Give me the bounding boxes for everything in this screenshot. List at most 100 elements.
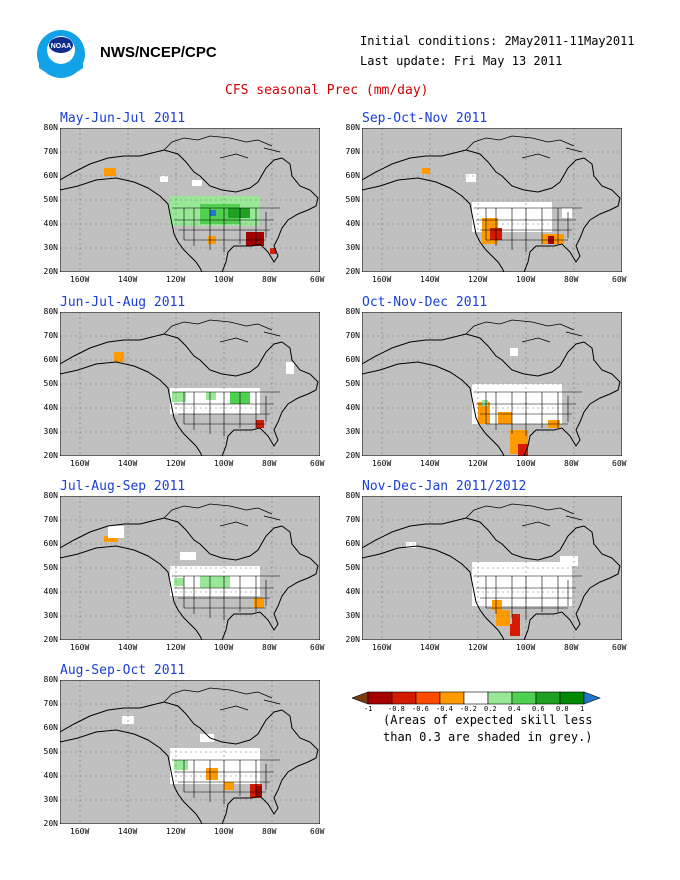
lon-tick-label: 120W xyxy=(166,643,186,652)
colorbar-segment xyxy=(559,691,585,705)
lat-tick-label: 30N xyxy=(345,243,360,252)
lon-tick-label: 140W xyxy=(420,459,440,468)
lat-tick-label: 80N xyxy=(43,123,58,132)
lon-tick-label: 80W xyxy=(262,643,277,652)
lon-tick-label: 140W xyxy=(420,275,440,284)
lat-tick-label: 60N xyxy=(345,539,360,548)
colorbar-segment xyxy=(367,691,393,705)
lat-tick-label: 80N xyxy=(345,123,360,132)
lat-tick-label: 60N xyxy=(43,355,58,364)
svg-text:NOAA: NOAA xyxy=(51,43,72,50)
colorbar-segment xyxy=(391,691,417,705)
precip-forecast-map xyxy=(60,312,320,456)
colorbar-tick-label: 0.6 xyxy=(532,705,545,713)
colorbar xyxy=(352,690,632,706)
colorbar-left-arrow xyxy=(352,691,369,705)
lat-tick-label: 70N xyxy=(43,147,58,156)
lon-tick-label: 60W xyxy=(612,459,627,468)
lon-tick-label: 60W xyxy=(310,275,325,284)
lat-tick-label: 50N xyxy=(345,563,360,572)
lat-tick-label: 40N xyxy=(345,587,360,596)
lat-tick-label: 40N xyxy=(43,219,58,228)
lat-tick-label: 40N xyxy=(345,219,360,228)
precip-forecast-map xyxy=(362,312,622,456)
lon-tick-label: 140W xyxy=(118,643,138,652)
lat-tick-label: 20N xyxy=(43,451,58,460)
lat-tick-label: 70N xyxy=(345,331,360,340)
lon-tick-label: 100W xyxy=(516,459,536,468)
lon-tick-label: 160W xyxy=(70,827,90,836)
lat-tick-label: 50N xyxy=(43,563,58,572)
colorbar-segment xyxy=(463,691,489,705)
lat-tick-label: 30N xyxy=(43,243,58,252)
lat-tick-label: 60N xyxy=(345,171,360,180)
lat-tick-label: 70N xyxy=(43,331,58,340)
lat-tick-label: 40N xyxy=(43,587,58,596)
lat-tick-label: 80N xyxy=(345,491,360,500)
lat-tick-label: 60N xyxy=(43,539,58,548)
lat-tick-label: 20N xyxy=(345,267,360,276)
precip-forecast-map xyxy=(362,128,622,272)
initial-conditions: Initial conditions: 2May2011-11May2011 xyxy=(360,34,635,48)
lat-tick-label: 60N xyxy=(43,723,58,732)
lat-tick-label: 50N xyxy=(43,379,58,388)
panel-title: Jul-Aug-Sep 2011 xyxy=(60,479,186,494)
lon-tick-label: 80W xyxy=(564,275,579,284)
colorbar-tick-label: -0.8 xyxy=(388,705,405,713)
lat-tick-label: 80N xyxy=(345,307,360,316)
org-title: NWS/NCEP/CPC xyxy=(100,44,217,61)
lat-tick-label: 30N xyxy=(345,611,360,620)
panel-title: Jun-Jul-Aug 2011 xyxy=(60,295,186,310)
lat-tick-label: 40N xyxy=(345,403,360,412)
lon-tick-label: 120W xyxy=(166,459,186,468)
lat-tick-label: 30N xyxy=(43,611,58,620)
main-title: CFS seasonal Prec (mm/day) xyxy=(225,83,429,98)
colorbar-segment xyxy=(487,691,513,705)
lat-tick-label: 80N xyxy=(43,307,58,316)
lon-tick-label: 100W xyxy=(214,643,234,652)
lon-tick-label: 60W xyxy=(310,827,325,836)
lon-tick-label: 100W xyxy=(516,275,536,284)
lon-tick-label: 120W xyxy=(166,275,186,284)
lat-tick-label: 20N xyxy=(43,267,58,276)
panel-title: Aug-Sep-Oct 2011 xyxy=(60,663,186,678)
lon-tick-label: 160W xyxy=(372,643,392,652)
lat-tick-label: 30N xyxy=(43,427,58,436)
lon-tick-label: 80W xyxy=(262,827,277,836)
colorbar-tick-label: -0.2 xyxy=(460,705,477,713)
lon-tick-label: 60W xyxy=(310,459,325,468)
lon-tick-label: 160W xyxy=(372,459,392,468)
panel-title: Sep-Oct-Nov 2011 xyxy=(362,111,488,126)
colorbar-note-2: than 0.3 are shaded in grey.) xyxy=(383,730,593,744)
colorbar-tick-label: 0.8 xyxy=(556,705,569,713)
colorbar-tick-label: -1 xyxy=(364,705,373,713)
colorbar-note-1: (Areas of expected skill less xyxy=(383,713,593,727)
lon-tick-label: 120W xyxy=(468,275,488,284)
lat-tick-label: 70N xyxy=(43,699,58,708)
lon-tick-label: 140W xyxy=(420,643,440,652)
precip-forecast-map xyxy=(60,128,320,272)
colorbar-tick-label: -0.6 xyxy=(412,705,429,713)
lat-tick-label: 60N xyxy=(43,171,58,180)
panel-title: May-Jun-Jul 2011 xyxy=(60,111,186,126)
precip-forecast-map xyxy=(60,680,320,824)
lon-tick-label: 80W xyxy=(564,643,579,652)
lon-tick-label: 140W xyxy=(118,459,138,468)
lon-tick-label: 120W xyxy=(468,459,488,468)
lat-tick-label: 20N xyxy=(43,635,58,644)
colorbar-tick-label: 0.2 xyxy=(484,705,497,713)
lon-tick-label: 100W xyxy=(214,827,234,836)
lat-tick-label: 70N xyxy=(345,515,360,524)
colorbar-segment xyxy=(415,691,441,705)
lat-tick-label: 20N xyxy=(43,819,58,828)
lon-tick-label: 80W xyxy=(262,275,277,284)
colorbar-tick-label: -0.4 xyxy=(436,705,453,713)
lat-tick-label: 60N xyxy=(345,355,360,364)
lat-tick-label: 30N xyxy=(345,427,360,436)
colorbar-right-arrow xyxy=(583,691,601,705)
lon-tick-label: 160W xyxy=(372,275,392,284)
colorbar-segment xyxy=(439,691,465,705)
lon-tick-label: 100W xyxy=(214,275,234,284)
lat-tick-label: 40N xyxy=(43,403,58,412)
lon-tick-label: 140W xyxy=(118,827,138,836)
